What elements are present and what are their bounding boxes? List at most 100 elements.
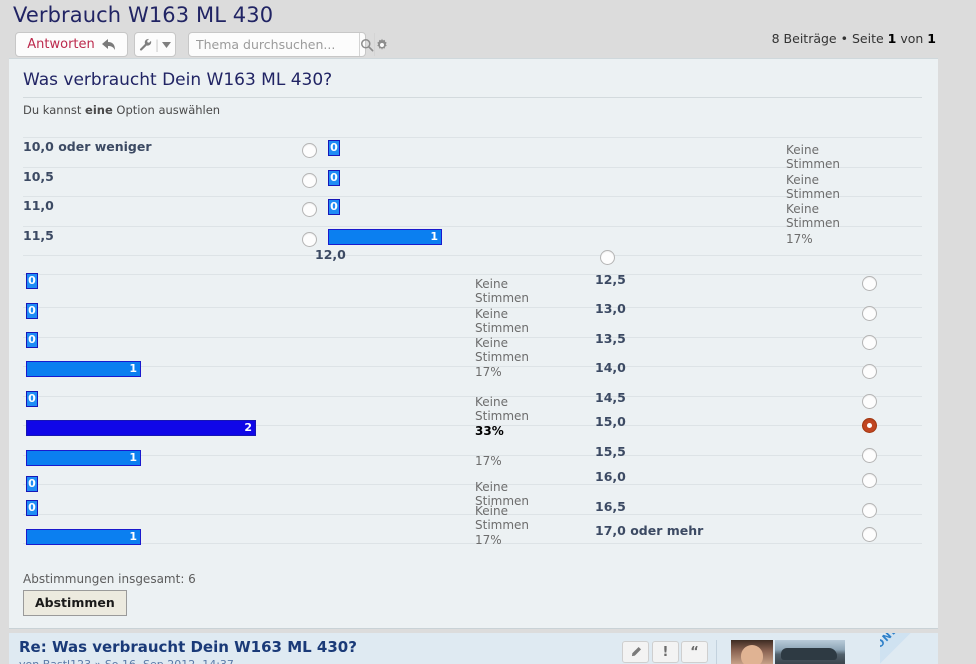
poll-option-percent: Keine Stimmen	[786, 202, 841, 230]
avatar	[731, 640, 773, 664]
poll-option-label: 13,0	[595, 301, 626, 316]
poll-option-bar: 0	[26, 332, 38, 348]
poll-option-label: 15,5	[595, 444, 626, 459]
poll-option-radio[interactable]	[862, 418, 877, 433]
reply-button[interactable]: Antworten	[15, 32, 128, 57]
poll-option-bar: 0	[26, 476, 38, 492]
poll-option-radio[interactable]	[302, 143, 317, 158]
poll-option-percent: Keine Stimmen	[786, 173, 841, 201]
poll-option-label: 12,5	[595, 272, 626, 287]
report-post-button[interactable]: !	[652, 641, 679, 663]
poll-option-bar: 1	[26, 450, 141, 466]
poll-option-bar: 1	[26, 529, 141, 545]
poll-option-label: 10,0 oder weniger	[23, 139, 152, 154]
poll-question: Was verbraucht Dein W163 ML 430?	[23, 70, 333, 90]
search-input[interactable]	[189, 33, 359, 56]
poll-option-radio[interactable]	[862, 306, 877, 321]
page-title: Verbrauch W163 ML 430	[13, 3, 274, 27]
poll-hint: Du kannst eine Option auswählen	[23, 103, 220, 117]
poll-option-bar: 1	[328, 229, 442, 245]
caret-down-icon	[162, 41, 172, 48]
car-thumbnail[interactable]	[775, 640, 845, 664]
poll-option-bar: 0	[328, 140, 340, 156]
poll-grid-line	[23, 307, 922, 308]
poll-option-percent: 17%	[475, 454, 502, 468]
top-bar: Verbrauch W163 ML 430 8 Beiträge • Seite…	[0, 0, 976, 60]
poll-option-radio[interactable]	[302, 173, 317, 188]
of-word: von	[900, 31, 924, 46]
magnifier-icon	[360, 38, 374, 52]
post-subject[interactable]: Re: Was verbraucht Dein W163 ML 430?	[19, 638, 357, 656]
poll-option-bar: 0	[26, 273, 38, 289]
poll-option-bar: 0	[328, 199, 340, 215]
poll-option-bar: 2	[26, 420, 256, 436]
poll-hint-after: Option auswählen	[112, 103, 221, 117]
post-byline: von Bastl123 » So 16. Sep 2012, 14:37	[19, 658, 234, 664]
poll-option-percent: Keine Stimmen	[475, 504, 530, 532]
poll-option-label: 13,5	[595, 331, 626, 346]
poll-option-percent: 33%	[475, 424, 504, 438]
poll-option-percent: Keine Stimmen	[475, 307, 530, 335]
poll-option-percent: 17%	[786, 232, 813, 246]
poll-grid-line	[23, 455, 922, 456]
poll-option-label: 17,0 oder mehr	[595, 523, 704, 538]
poll-option-percent: 17%	[475, 365, 502, 379]
poll-option-percent: 17%	[475, 533, 502, 547]
pagination-dot: •	[840, 31, 848, 46]
poll-option-radio[interactable]	[600, 250, 615, 265]
poll-option-label: 16,0	[595, 469, 626, 484]
poll-grid-line	[23, 274, 922, 275]
poll-grid-line	[23, 396, 922, 397]
pencil-icon	[629, 646, 642, 659]
vote-submit-button[interactable]: Abstimmen	[23, 590, 127, 616]
poll-option-radio[interactable]	[862, 527, 877, 542]
exclamation-icon: !	[662, 644, 669, 660]
poll-grid-line	[23, 226, 922, 227]
poll-panel: Was verbraucht Dein W163 ML 430? Du kann…	[9, 58, 938, 628]
wrench-icon	[139, 38, 152, 51]
poll-option-radio[interactable]	[862, 448, 877, 463]
poll-option-label: 11,5	[23, 228, 54, 243]
poll-grid-line	[23, 484, 922, 485]
poll-grid-line	[23, 514, 922, 515]
search-submit-button[interactable]	[359, 33, 374, 56]
poll-grid-line	[23, 425, 922, 426]
poll-option-radio[interactable]	[862, 276, 877, 291]
poll-option-label: 14,5	[595, 390, 626, 405]
poll-option-bar: 0	[26, 303, 38, 319]
poll-option-label: 14,0	[595, 360, 626, 375]
poll-option-label: 15,0	[595, 414, 626, 429]
poll-option-radio[interactable]	[862, 394, 877, 409]
poll-option-radio[interactable]	[302, 232, 317, 247]
poll-option-radio[interactable]	[302, 202, 317, 217]
reply-arrow-icon	[101, 38, 116, 51]
poll-grid-line	[23, 196, 922, 197]
edit-post-button[interactable]	[622, 641, 649, 663]
poll-option-radio[interactable]	[862, 473, 877, 488]
poll-option-bar: 0	[26, 391, 38, 407]
poll-option-bar: 0	[26, 500, 38, 516]
tools-divider: |	[154, 37, 160, 52]
quote-post-button[interactable]: “	[681, 641, 708, 663]
poll-option-percent: Keine Stimmen	[475, 480, 530, 508]
poll-option-percent: Keine Stimmen	[475, 395, 530, 423]
quote-icon: “	[690, 644, 699, 660]
poll-option-radio[interactable]	[862, 335, 877, 350]
poll-option-radio[interactable]	[862, 364, 877, 379]
reply-button-label: Antworten	[27, 37, 95, 52]
search-box[interactable]	[188, 32, 387, 57]
current-page: 1	[887, 31, 897, 46]
search-options-button[interactable]	[374, 33, 389, 56]
post-count: 8 Beiträge	[771, 31, 837, 46]
poll-option-label: 12,0	[315, 247, 346, 262]
topic-tools-button[interactable]: |	[134, 32, 176, 57]
post-divider	[9, 628, 938, 629]
poll-option-percent: Keine Stimmen	[475, 336, 530, 364]
poll-option-bar: 1	[26, 361, 141, 377]
poll-hint-strong: eine	[85, 103, 113, 117]
poll-option-percent: Keine Stimmen	[475, 277, 530, 305]
gear-icon	[375, 38, 389, 52]
total-pages: 1	[927, 31, 936, 46]
poll-option-radio[interactable]	[862, 503, 877, 518]
poll-grid-line	[23, 366, 922, 367]
